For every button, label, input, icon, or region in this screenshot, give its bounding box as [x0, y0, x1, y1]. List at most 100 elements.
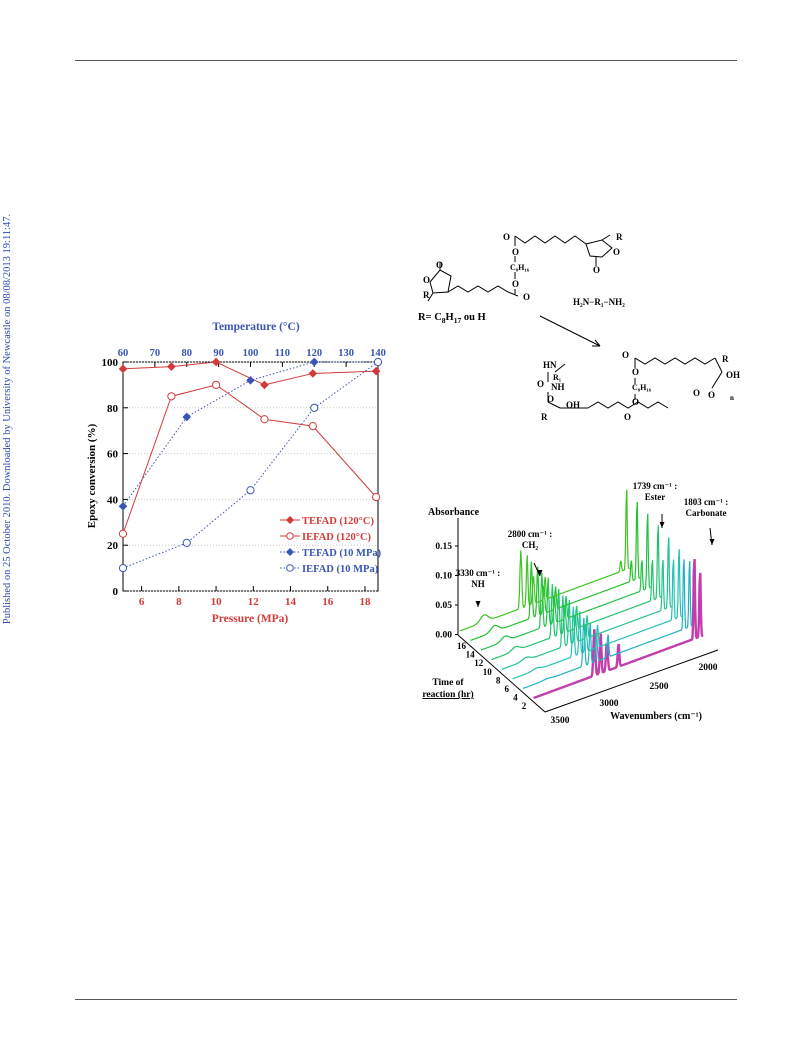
x2-tick-label: 110	[275, 348, 290, 359]
peak-annotation: CH₂	[522, 540, 539, 550]
circle-marker	[246, 486, 255, 495]
y-tick-label: 20	[107, 540, 119, 552]
series-iefad-10-mpa-	[118, 357, 383, 573]
time-tick-label: 6	[505, 684, 510, 694]
atom-label: R	[541, 412, 548, 422]
atom-label: R	[423, 290, 430, 300]
annotation-arrowhead	[709, 539, 715, 545]
diamond-marker	[167, 362, 176, 371]
peak-annotation: Ester	[645, 492, 666, 502]
wavenumber-tick-label: 2000	[699, 663, 718, 673]
atom-label: O	[537, 379, 544, 389]
legend-label: IEFAD (120°C)	[302, 532, 372, 543]
atom-label: O	[503, 232, 510, 242]
fatty-chain-left	[447, 285, 519, 297]
x-tick-label: 12	[248, 596, 260, 608]
diamine-reagent: H₂N−R₁−NH₂	[573, 297, 625, 307]
atom-label: O	[436, 260, 443, 270]
diamond-marker	[308, 369, 318, 378]
x-tick-label: 8	[176, 596, 182, 608]
bond	[711, 371, 723, 389]
circle-marker	[372, 493, 381, 502]
spectrum-trace	[522, 559, 693, 689]
spectrum-trace	[470, 501, 641, 641]
chain-label: C₈H₁₆	[510, 263, 530, 272]
time-tick-label: 12	[474, 658, 484, 668]
header-rule	[75, 60, 737, 61]
x2-tick-label: 100	[243, 348, 259, 359]
diamond-marker	[118, 364, 128, 374]
time-tick-label: 14	[466, 650, 476, 660]
time-axis-title: Time of	[432, 678, 464, 688]
peak-annotation: NH	[471, 579, 485, 589]
x2-tick-label: 70	[150, 348, 161, 359]
time-tick-label: 2	[522, 701, 527, 711]
peak-annotation: 2800 cm⁻¹ :	[508, 529, 552, 539]
ftir-spectra	[459, 489, 704, 700]
circle-marker	[308, 422, 317, 431]
absorbance-tick-label: 0.15	[435, 542, 452, 552]
peak-annotation: 1739 cm⁻¹ :	[633, 481, 677, 491]
download-watermark-text: Published on 25 October 2010. Downloaded…	[2, 213, 13, 625]
carbonate-ring-left	[429, 269, 452, 294]
bond	[714, 357, 723, 373]
annotation-arrowhead	[475, 601, 481, 607]
bottom-axis-title: Pressure (MPa)	[212, 613, 289, 625]
annotation-arrowhead	[659, 522, 665, 528]
circle-marker	[118, 529, 128, 538]
peak-annotation: 1803 cm⁻¹ :	[684, 497, 728, 507]
spectrum-trace	[512, 549, 683, 680]
circle-marker	[182, 538, 191, 548]
atom-label: R	[616, 232, 623, 242]
arrowhead	[592, 339, 601, 347]
x-tick-label: 18	[359, 596, 371, 608]
x-tick-label: 16	[322, 596, 334, 608]
atom-label: HN	[543, 360, 557, 370]
circle-marker	[373, 357, 383, 367]
x2-tick-label: 120	[306, 348, 322, 359]
annotation-arrow	[533, 562, 541, 577]
atom-label: O	[613, 247, 620, 257]
time-axis	[457, 634, 546, 713]
ftir-labels: 1739 cm⁻¹ :Ester 1803 cm⁻¹ :Carbonate 2800…	[456, 481, 728, 607]
bond	[554, 363, 566, 373]
y-tick-label: 100	[102, 357, 119, 369]
diamond-marker	[285, 515, 295, 525]
y-tick-label: 40	[107, 494, 119, 506]
atom-label: O	[512, 247, 519, 257]
atom-label: O	[523, 292, 530, 302]
series-line	[122, 384, 377, 534]
x-tick-label: 10	[211, 596, 223, 608]
diamond-marker	[211, 357, 221, 367]
wavenumber-tick-label: 3500	[551, 716, 570, 726]
circle-marker	[118, 564, 128, 573]
fatty-chain-product	[587, 401, 669, 409]
x2-tick-label: 80	[182, 348, 193, 359]
bond	[427, 292, 434, 302]
peak-annotation: 3330 cm⁻¹ :	[456, 568, 500, 578]
legend-label: TEFAD (120°C)	[302, 516, 374, 527]
diamond-marker	[182, 412, 192, 422]
time-tick-label: 16	[457, 641, 467, 651]
peak-annotation: Carbonate	[686, 508, 727, 518]
spectrum-trace	[480, 513, 651, 651]
absorbance-axis-title: Absorbance	[428, 507, 480, 518]
atom-label: O	[423, 275, 430, 285]
atom-label: O	[512, 279, 519, 289]
fatty-chain-top	[514, 235, 587, 245]
carbonate-ring-top	[585, 239, 613, 258]
diamond-marker	[285, 547, 295, 557]
x2-tick-label: 130	[338, 348, 354, 359]
circle-marker	[286, 532, 294, 540]
absorbance-tick-label: 0.10	[435, 572, 452, 582]
r-definition: R= C8H17 ou H	[418, 312, 486, 325]
epoxy-conversion-chart: 0 20 40 60 80 100 6 8 10 12 14 16 18 60 70 80 90 100 110 12…	[86, 321, 386, 625]
atom-label: R	[722, 354, 729, 364]
plot-grid	[123, 361, 378, 592]
atom-label: NH	[551, 382, 565, 392]
wavenumber-axis	[544, 649, 719, 713]
atom-label: OH	[566, 400, 580, 410]
wavenumber-axis-title: Wavenumbers (cm⁻¹)	[610, 711, 702, 722]
